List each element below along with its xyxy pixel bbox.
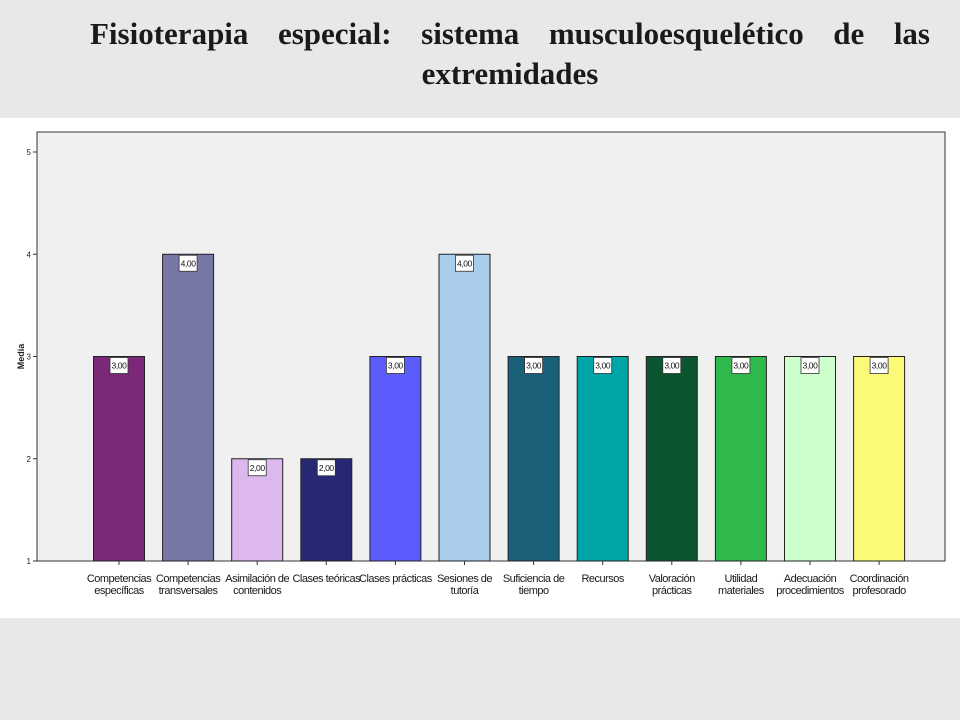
x-tick-label: transversales (159, 585, 219, 597)
y-tick-label: 1 (27, 557, 32, 566)
data-label-box (385, 357, 405, 374)
x-tick-label: Utilidad (725, 573, 758, 585)
data-label: 4,00 (457, 258, 473, 268)
data-label: 3,00 (112, 361, 128, 371)
data-label-box (662, 357, 682, 374)
data-label: 3,00 (388, 361, 404, 371)
data-label-box (455, 254, 474, 272)
data-label-box (316, 459, 336, 477)
x-tick-label: Sesiones de (437, 573, 492, 585)
slide-title: Fisioterapia especial: sistema musculoes… (90, 16, 930, 91)
bar (438, 253, 491, 562)
data-label: 3,00 (803, 361, 819, 371)
data-label: 3,00 (595, 361, 611, 371)
x-tick-label: contenidos (233, 585, 282, 597)
data-label-box (109, 357, 129, 374)
x-tick-label: específicas (94, 585, 145, 597)
bar (576, 356, 629, 562)
data-label: 2,00 (319, 463, 335, 473)
data-label: 4,00 (181, 258, 197, 268)
x-tick-label: Suficiencia de (503, 573, 565, 585)
x-tick-label: Clases teóricas (292, 573, 361, 585)
data-label-box (731, 357, 751, 374)
bar (784, 356, 836, 562)
y-axis-title: Media (16, 343, 26, 370)
bar (93, 356, 145, 562)
data-label: 2,00 (250, 463, 266, 473)
y-tick-label: 5 (27, 148, 32, 157)
x-tick-label: Competencias (156, 573, 221, 585)
y-tick-label: 3 (27, 353, 32, 362)
x-tick-label: Recursos (581, 573, 624, 585)
data-label: 3,00 (872, 361, 888, 371)
bar (162, 253, 215, 562)
bar (369, 356, 422, 562)
data-label-box (800, 357, 820, 374)
x-tick-label: prácticas (652, 585, 693, 597)
x-tick-label: procedimientos (776, 585, 845, 597)
x-tick-label: tiempo (519, 585, 549, 597)
data-label-box (178, 254, 198, 272)
x-tick-label: Valoración (649, 573, 696, 585)
bar (507, 356, 560, 562)
data-label: 3,00 (733, 361, 749, 371)
data-label: 3,00 (664, 361, 680, 371)
data-label-box (593, 357, 613, 374)
x-tick-label: Adecuación (784, 573, 837, 585)
x-tick-label: tutoría (451, 585, 480, 597)
bar (645, 356, 698, 562)
data-label: 3,00 (526, 361, 542, 371)
data-label-box (524, 357, 543, 374)
x-tick-label: Clases prácticas (359, 573, 433, 585)
bar (714, 356, 767, 562)
y-tick-label: 2 (27, 455, 32, 464)
x-tick-label: Competencias (87, 573, 152, 585)
data-label-box (869, 357, 889, 374)
bar (853, 356, 906, 562)
y-tick-label: 4 (27, 250, 32, 259)
x-tick-label: Coordinación (850, 573, 909, 585)
data-label-box (247, 459, 267, 477)
chart-panel: 1 2 3 4 5 Media 3,00 Competencias específicas 4,0… (0, 118, 960, 618)
x-tick-label: Asimilación de (225, 573, 289, 585)
x-tick-label: materiales (718, 585, 765, 597)
x-tick-label: profesorado (852, 585, 906, 597)
